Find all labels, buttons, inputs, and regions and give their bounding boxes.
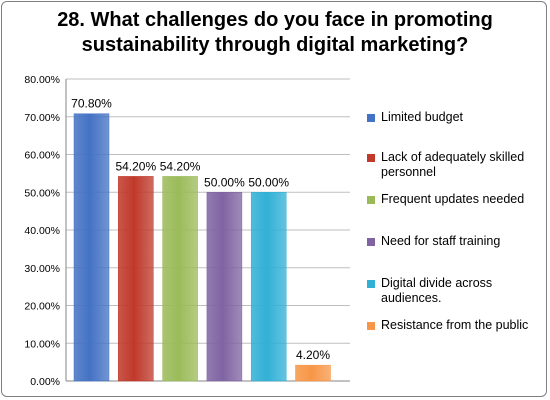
y-tick-label: 50.00%	[24, 187, 60, 199]
bar-2	[118, 176, 154, 382]
y-tick-label: 20.00%	[24, 301, 60, 313]
legend-label: Lack of adequately skilled personnel	[381, 150, 525, 179]
legend-label: Resistance from the public	[381, 318, 529, 332]
y-tick-label: 80.00%	[24, 74, 60, 86]
legend-swatch	[367, 280, 375, 288]
legend-swatch	[367, 196, 375, 204]
legend-label: Frequent updates needed	[381, 192, 525, 206]
y-tick-label: 30.00%	[24, 263, 60, 275]
legend-swatch	[367, 322, 375, 330]
data-labels: 70.80%54.20% 54.20%50.00% 50.00%4.20%	[71, 97, 330, 362]
y-tick-label: 40.00%	[24, 225, 60, 237]
y-tick-label: 10.00%	[24, 338, 60, 350]
chart-title: 28. What challenges do you face in promo…	[57, 9, 493, 56]
legend: Limited budget Lack of adequately skilled…	[367, 0, 547, 400]
data-label: 50.00%	[248, 175, 289, 189]
bar-4	[206, 192, 243, 382]
data-label: 4.20%	[296, 348, 330, 362]
y-tick-label: 70.00%	[24, 112, 60, 124]
bars	[73, 113, 331, 382]
bar-6	[295, 364, 331, 382]
bar-1	[73, 113, 110, 382]
legend-swatch	[367, 238, 375, 246]
y-tick-label: 0.00%	[30, 376, 60, 388]
data-label: 54.20%	[160, 159, 201, 173]
data-label: 70.80%	[71, 97, 112, 111]
legend-label: Digital divide across audiences.	[381, 276, 493, 305]
data-label: 54.20%	[115, 159, 156, 173]
bar-5	[250, 192, 287, 382]
legend-label: Need for staff training	[381, 234, 501, 248]
y-tick-label: 60.00%	[24, 150, 60, 162]
legend-label: Limited budget	[381, 110, 464, 124]
legend-swatch	[367, 154, 375, 162]
legend-swatch	[367, 114, 375, 122]
data-label: 50.00%	[204, 175, 245, 189]
bar-3	[162, 176, 198, 382]
